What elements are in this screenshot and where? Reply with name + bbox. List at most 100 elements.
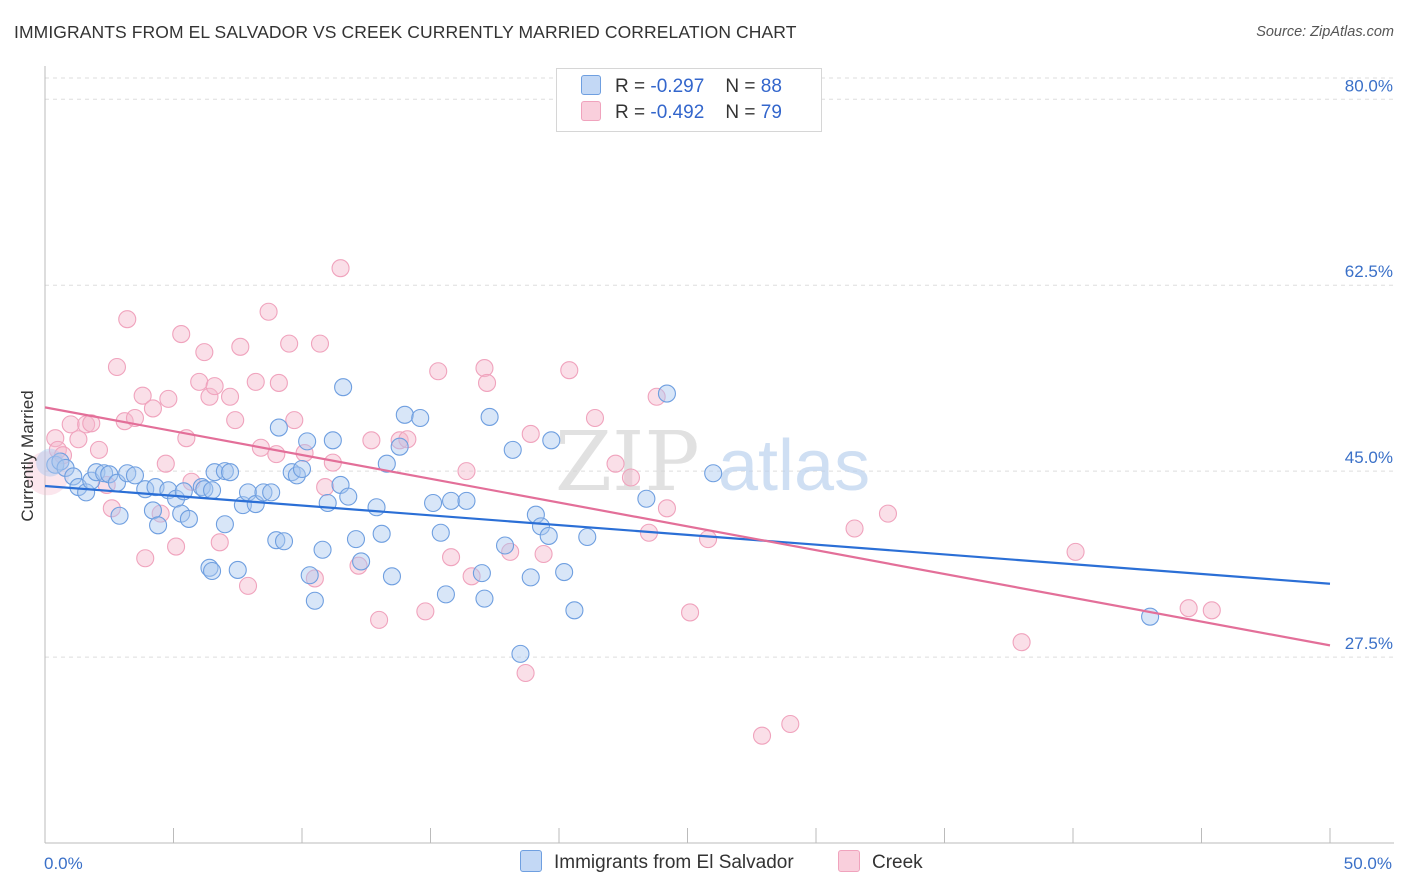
creek-point — [238, 576, 258, 595]
x-tick-label-min: 0.0% — [44, 854, 83, 873]
creek-point — [477, 373, 497, 392]
creek-point — [61, 415, 80, 434]
el-salvador-point — [228, 560, 247, 579]
creek-point — [1202, 601, 1221, 620]
creek-point — [167, 537, 186, 556]
el-salvador-point — [475, 589, 494, 608]
el-salvador-point — [292, 459, 312, 479]
legend-r-value: -0.492 — [650, 102, 705, 123]
el-salvador-point — [203, 481, 222, 500]
legend-row-el-salvador: R = -0.297 N = 88 — [581, 75, 782, 99]
creek-point — [416, 602, 435, 621]
creek-point — [195, 343, 214, 362]
creek-point — [89, 440, 109, 459]
creek-point — [231, 337, 250, 356]
creek-point — [647, 387, 666, 406]
legend-n-label: N = — [725, 102, 756, 123]
creek-point — [133, 386, 152, 405]
el-salvador-point — [457, 491, 476, 510]
el-salvador-point — [254, 483, 273, 502]
el-salvador-point — [262, 483, 281, 502]
creek-point — [259, 302, 278, 321]
creek-point — [331, 259, 350, 278]
correlation-legend: R = -0.297 N = 88 R = -0.492 N = 79 — [556, 68, 822, 132]
creek-point — [752, 726, 772, 745]
el-salvador-point — [436, 585, 455, 604]
el-salvador-point — [539, 526, 558, 545]
el-salvador-point — [431, 523, 450, 542]
legend-n-label: N = — [725, 76, 756, 97]
el-salvador-point — [220, 463, 240, 482]
el-salvador-point — [46, 455, 65, 474]
creek-point — [560, 361, 579, 380]
legend-row-creek: R = -0.492 N = 79 — [581, 101, 782, 125]
el-salvador-point — [215, 515, 234, 534]
el-salvador-point — [334, 378, 353, 397]
el-salvador-point — [192, 478, 211, 497]
legend-n-value: 79 — [760, 102, 782, 123]
el-salvador-point — [480, 407, 499, 426]
el-salvador-point — [125, 466, 144, 485]
el-salvador-point — [637, 489, 656, 508]
creek-point — [657, 499, 676, 518]
creek-point — [699, 530, 718, 549]
el-salvador-point — [282, 463, 301, 482]
creek-point — [878, 504, 898, 523]
creek-point — [280, 334, 299, 353]
el-salvador-point — [511, 644, 530, 663]
el-salvador-point — [352, 552, 371, 571]
legend-r-value: -0.297 — [650, 76, 705, 97]
legend-n-value: 88 — [760, 76, 782, 97]
bottom-legend-el-salvador: Immigrants from El Salvador — [520, 850, 794, 874]
creek-point — [781, 714, 800, 734]
creek-point — [462, 567, 481, 586]
legend-r-label: R = — [615, 76, 646, 97]
y-axis-label: Currently Married — [18, 390, 37, 522]
el-salvador-cluster-point — [36, 448, 65, 477]
el-salvador-point — [424, 493, 443, 513]
el-salvador-point — [323, 431, 342, 450]
el-salvador-point — [64, 467, 83, 486]
el-salvador-point — [521, 568, 540, 587]
y-tick-label: 62.5% — [1345, 262, 1393, 281]
creek-trend-line — [44, 406, 1331, 647]
el-salvador-point — [411, 408, 430, 428]
el-salvador-point — [704, 464, 723, 483]
el-salvador-point — [565, 601, 584, 620]
creek-point — [316, 478, 335, 497]
el-salvador-point — [372, 524, 391, 543]
el-salvador-point — [313, 540, 332, 559]
el-salvador-point — [578, 527, 597, 547]
creek-point — [159, 389, 178, 408]
el-salvador-point — [472, 564, 491, 583]
el-salvador-point — [377, 454, 396, 473]
trend-lines — [44, 406, 1331, 647]
y-tick-label: 80.0% — [1345, 76, 1393, 95]
el-salvador-point — [657, 384, 676, 403]
watermark: ZIP atlas — [555, 415, 870, 510]
axes — [44, 66, 1394, 844]
el-salvador-point — [149, 516, 168, 535]
el-salvador-point — [203, 561, 222, 581]
creek-point — [305, 569, 324, 588]
el-salvador-point — [442, 491, 461, 510]
el-salvador-point — [395, 405, 414, 424]
creek-point — [310, 334, 330, 353]
creek-point — [1012, 633, 1031, 652]
creek-point — [69, 430, 88, 449]
creek-point — [521, 424, 540, 443]
creek-points — [25, 259, 1221, 745]
creek-point — [172, 325, 191, 344]
creek-point — [48, 440, 67, 459]
chart-title: IMMIGRANTS FROM EL SALVADOR VS CREEK CUR… — [14, 22, 797, 42]
creek-point — [534, 544, 553, 564]
tick-labels: 27.5% 45.0% 62.5% 80.0% 0.0% 50.0% — [44, 76, 1393, 873]
el-salvador-point — [503, 440, 522, 459]
creek-point — [205, 377, 224, 396]
el-salvador-point — [274, 532, 294, 551]
bottom-legend-creek: Creek — [838, 850, 923, 874]
creek-point — [370, 610, 389, 629]
source-label: Source: ZipAtlas.com — [1256, 24, 1394, 40]
creek-point — [102, 499, 121, 518]
